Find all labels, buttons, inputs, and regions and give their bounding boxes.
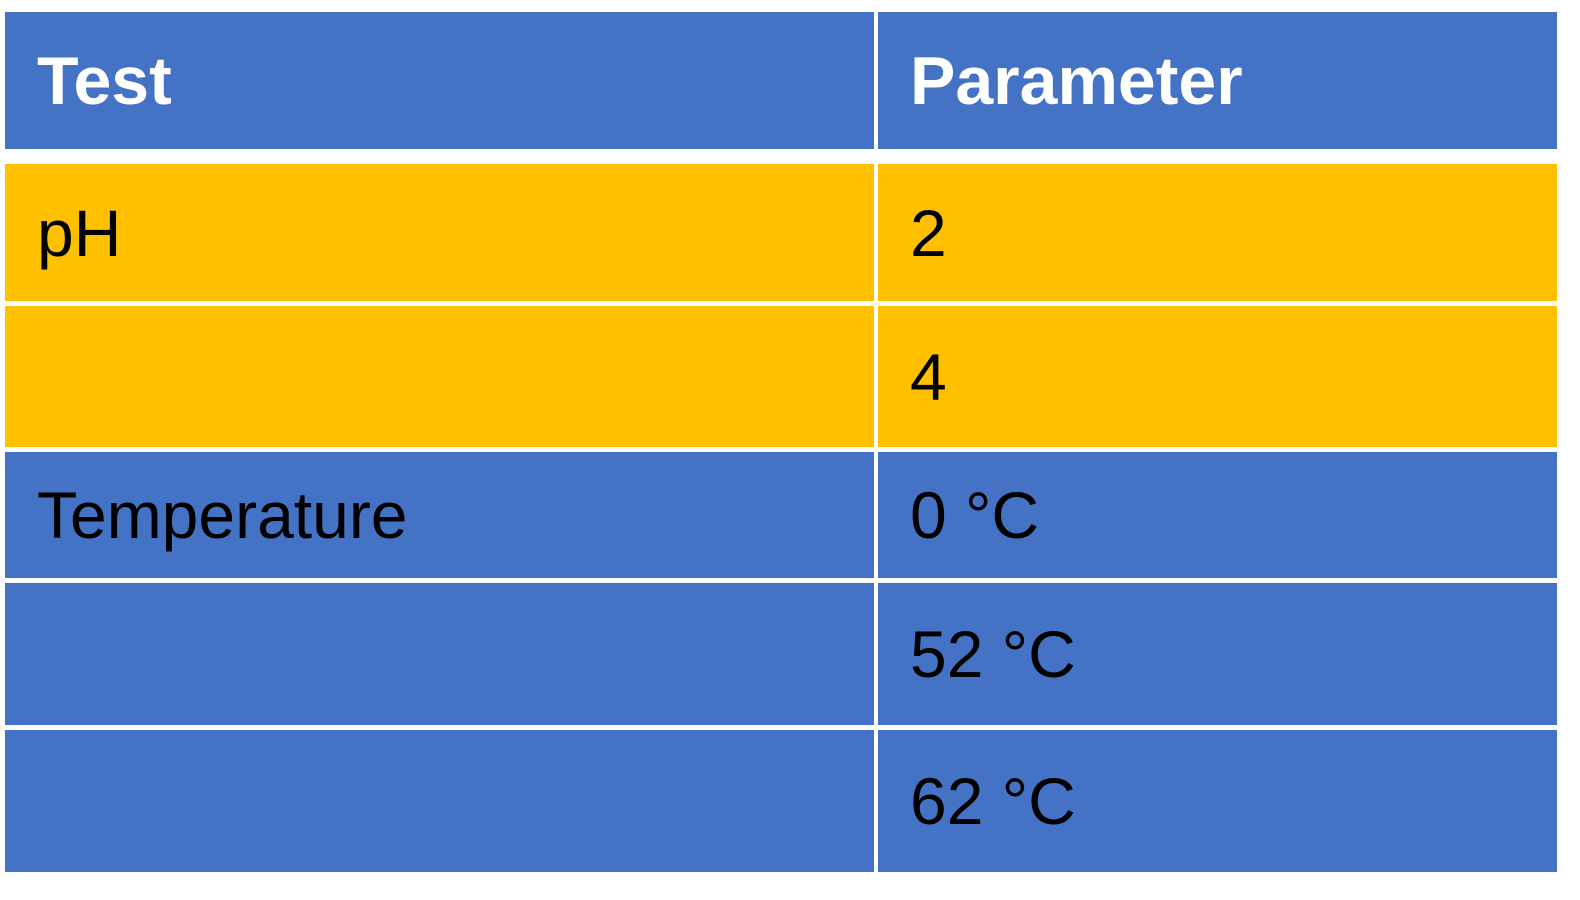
cell-test (5, 583, 874, 725)
table-row: 52 °C (5, 583, 1557, 725)
table-row: pH 2 (5, 164, 1557, 301)
table-header-row: Test Parameter (5, 12, 1557, 149)
cell-test: Temperature (5, 452, 874, 578)
table-row: 62 °C (5, 730, 1557, 872)
cell-test (5, 306, 874, 447)
cell-parameter: 52 °C (878, 583, 1557, 725)
table-row: 4 (5, 306, 1557, 447)
cell-parameter: 0 °C (878, 452, 1557, 578)
cell-parameter: 4 (878, 306, 1557, 447)
cell-test: pH (5, 164, 874, 301)
table-row: Temperature 0 °C (5, 452, 1557, 578)
data-table: Test Parameter pH 2 4 Temperature 0 °C 5… (5, 12, 1557, 884)
cell-test (5, 730, 874, 872)
cell-parameter: 62 °C (878, 730, 1557, 872)
header-cell-test: Test (5, 12, 874, 149)
cell-parameter: 2 (878, 164, 1557, 301)
header-cell-parameter: Parameter (878, 12, 1557, 149)
